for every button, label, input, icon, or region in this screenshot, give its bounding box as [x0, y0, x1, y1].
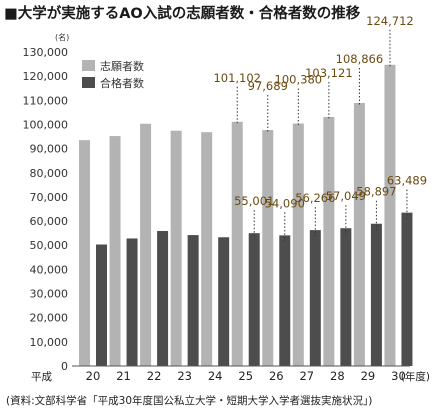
bar	[187, 235, 199, 366]
chart-title: ■大学が実施するAO入試の志願者数・合格者数の推移	[4, 4, 361, 22]
bar	[401, 212, 413, 366]
y-tick-label: 100,000	[23, 118, 69, 131]
x-tick-label: 23	[177, 369, 192, 383]
x-axis-suffix: (年度)	[401, 370, 430, 383]
y-tick-label: 10,000	[30, 336, 69, 349]
legend-swatch	[82, 60, 95, 71]
x-tick-label: 28	[330, 369, 345, 383]
bar	[248, 233, 260, 366]
x-tick-label: 21	[116, 369, 131, 383]
data-label: 56,266	[295, 191, 335, 205]
x-tick-label: 30	[391, 369, 406, 383]
bar	[201, 132, 213, 366]
bar	[231, 121, 243, 367]
bar	[309, 230, 321, 366]
x-tick-label: 24	[208, 369, 223, 383]
x-tick-label: 29	[361, 369, 376, 383]
y-tick-label: 20,000	[30, 312, 69, 325]
y-tick-label: 0	[61, 360, 68, 373]
legend-label: 志願者数	[100, 60, 144, 73]
data-label: 124,712	[366, 14, 414, 28]
data-label: 58,897	[356, 185, 396, 199]
source-note: (資料:文部科学省「平成30年度国公私立大学・短期大学入学者選抜実施状況」)	[6, 394, 372, 407]
bar	[96, 244, 107, 366]
bar	[340, 228, 352, 366]
data-label: 55,001	[234, 194, 274, 208]
y-axis-ticks: 0 10,000 20,000 30,000 40,000 50,000 60,000 70,…	[23, 46, 69, 373]
y-tick-label: 40,000	[30, 263, 69, 276]
x-axis-prefix: 平成	[31, 371, 52, 383]
x-tick-label: 22	[147, 369, 162, 383]
bar	[262, 130, 274, 366]
data-label: 101,102	[213, 71, 261, 85]
legend-swatch	[82, 77, 95, 88]
bar	[170, 130, 182, 366]
data-label: 57,049	[326, 189, 366, 203]
x-tick-label: 26	[269, 369, 284, 383]
legend-label: 合格者数	[100, 76, 144, 90]
bar	[384, 64, 396, 366]
data-label: 103,121	[305, 66, 353, 80]
x-tick-label: 20	[86, 369, 101, 383]
bar	[353, 103, 365, 366]
bar	[323, 116, 335, 366]
bar	[218, 237, 230, 366]
bar	[370, 223, 382, 366]
y-axis-unit: (名)	[55, 32, 69, 42]
data-label: 97,689	[248, 79, 288, 93]
data-label: 100,380	[275, 73, 323, 87]
bar	[279, 235, 291, 366]
y-tick-label: 110,000	[23, 94, 69, 107]
y-tick-label: 70,000	[30, 191, 69, 204]
bar	[126, 238, 138, 366]
data-label: 108,866	[336, 52, 384, 66]
data-label: 63,489	[387, 174, 427, 188]
y-tick-label: 90,000	[30, 143, 69, 156]
bar	[109, 136, 121, 366]
bar	[292, 123, 304, 366]
y-tick-label: 50,000	[30, 239, 69, 252]
y-tick-label: 30,000	[30, 288, 69, 301]
bar	[79, 140, 90, 366]
data-label: 54,090	[265, 196, 305, 210]
bars	[79, 64, 413, 367]
x-tick-label: 25	[238, 369, 253, 383]
x-axis-ticks: 20 21 22 23 24 25 26 27 28 29 30 平成 (年度)	[31, 369, 430, 383]
y-tick-label: 120,000	[23, 70, 69, 83]
y-tick-label: 80,000	[30, 167, 69, 180]
bar	[157, 230, 169, 366]
y-tick-label: 130,000	[23, 46, 69, 59]
label-leader-lines	[236, 29, 408, 242]
x-tick-label: 27	[299, 369, 314, 383]
bar	[140, 123, 152, 366]
y-tick-label: 60,000	[30, 215, 69, 228]
data-labels: 101,102 55,001 97,689 54,090 100,380 56,266 10…	[213, 14, 427, 211]
